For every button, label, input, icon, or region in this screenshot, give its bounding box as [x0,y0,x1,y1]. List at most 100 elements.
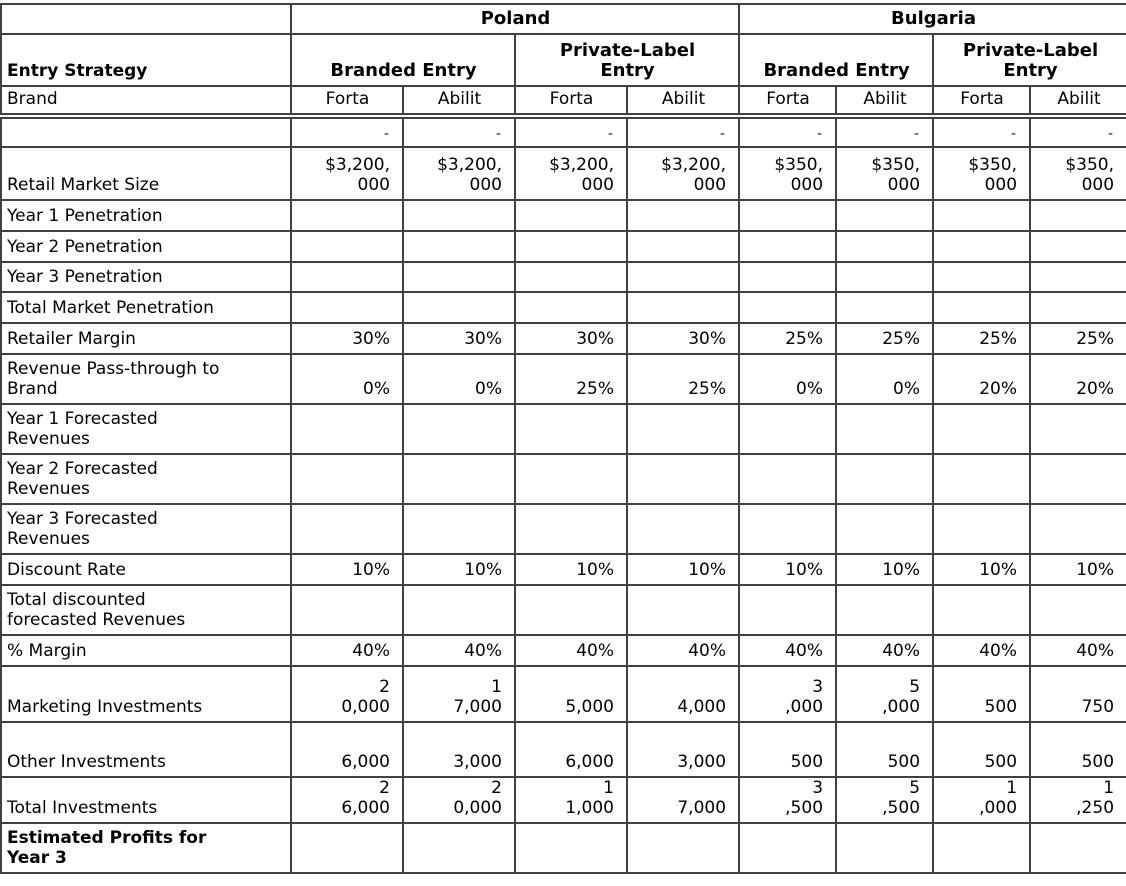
value-cell [625,291,741,324]
value-cell [1029,584,1126,636]
value-cell: 0% [290,353,404,405]
value-cell [1029,199,1126,232]
table-row: Retail Market Size $3,200, 000 $3,200, 000… [0,146,1126,201]
value-cell: 3,000 [625,721,741,778]
value-cell: 40% [290,634,404,667]
brand-name-cell: Forta [738,85,838,119]
value-cell [738,403,838,455]
value-cell [625,584,741,636]
value-cell: 20% [932,353,1032,405]
value-cell: 500 [738,721,838,778]
value-cell [290,261,404,293]
value-cell [835,584,935,636]
value-cell: 40% [1029,634,1126,667]
value-cell [932,403,1032,455]
value-cell: 40% [514,634,628,667]
value-cell: 1 ,250 [1029,776,1126,824]
value-cell: 25% [835,322,935,355]
brand-name-cell: Abilit [402,85,516,119]
brand-name-cell: Abilit [625,85,741,119]
value-cell: $3,200, 000 [290,146,404,201]
value-cell: 10% [514,553,628,586]
column-group-header-bulgaria-branded: Branded Entry [738,33,935,87]
value-cell [932,503,1032,555]
value-cell: 30% [625,322,741,355]
value-cell: $3,200, 000 [514,146,628,201]
value-cell [290,584,404,636]
value-cell [402,230,516,263]
value-cell: 25% [1029,322,1126,355]
value-cell [1029,822,1126,874]
entry-strategy-header-row: Entry Strategy Branded Entry Private-Lab… [0,33,1126,87]
value-cell [1029,230,1126,263]
value-cell [1029,403,1126,455]
placeholder-dash-cell: - [932,115,1032,148]
value-cell: 25% [625,353,741,405]
value-cell [738,291,838,324]
table-row: -------- [0,115,1126,148]
value-cell: 6,000 [290,721,404,778]
value-cell: 3 ,000 [738,665,838,723]
value-cell [402,453,516,505]
table-row: Year 3 Penetration [0,261,1126,293]
value-cell [738,453,838,505]
table-row: Other Investments 6,000 3,000 6,000 3,000 500… [0,721,1126,778]
placeholder-dash-cell: - [835,115,935,148]
value-cell: 40% [835,634,935,667]
row-label-cell: Retail Market Size [0,146,292,201]
value-cell: 4,000 [625,665,741,723]
value-cell: 0% [835,353,935,405]
value-cell: $3,200, 000 [625,146,741,201]
row-label-cell: Marketing Investments [0,665,292,723]
value-cell [514,230,628,263]
value-cell: 0% [402,353,516,405]
value-cell: 25% [738,322,838,355]
brand-name-cell: Abilit [835,85,935,119]
placeholder-dash-cell: - [514,115,628,148]
row-label-cell [0,115,292,148]
value-cell [290,291,404,324]
value-cell: 20% [1029,353,1126,405]
value-cell: 7,000 [625,776,741,824]
value-cell [290,453,404,505]
column-group-header-poland-private-label: Private-Label Entry [513,33,741,87]
value-cell [625,453,741,505]
value-cell [514,584,628,636]
value-cell: $3,200, 000 [402,146,516,201]
value-cell [1029,291,1126,324]
value-cell: 6,000 [514,721,628,778]
value-cell [625,199,741,232]
spreadsheet-table: Poland Bulgaria Entry Strategy Branded E… [0,3,1126,874]
brand-name-cell: Forta [932,85,1032,119]
placeholder-dash-cell: - [738,115,838,148]
column-group-header-bulgaria-private-label: Private-Label Entry [932,33,1126,87]
row-label-cell: Year 2 Forecasted Revenues [0,453,292,505]
value-cell: $350, 000 [738,146,838,201]
value-cell: $350, 000 [835,146,935,201]
value-cell [835,503,935,555]
value-cell [514,822,628,874]
row-label-cell: Total Market Penetration [0,291,292,324]
value-cell: 10% [1029,553,1126,586]
value-cell [932,261,1032,293]
table-row: Discount Rate 10% 10% 10% 10% 10% 10% 10% 10% [0,553,1126,586]
brand-name-cell: Forta [290,85,404,119]
row-label-cell: % Margin [0,634,292,667]
table-row: Year 2 Penetration [0,230,1126,263]
value-cell: 40% [625,634,741,667]
value-cell: 40% [402,634,516,667]
value-cell [402,584,516,636]
value-cell: 10% [835,553,935,586]
value-cell [402,199,516,232]
row-label-cell: Year 3 Penetration [0,261,292,293]
value-cell [1029,503,1126,555]
value-cell [402,822,516,874]
corner-empty-cell [0,3,292,35]
value-cell: 10% [932,553,1032,586]
value-cell: 10% [290,553,404,586]
value-cell: $350, 000 [1029,146,1126,201]
value-cell [1029,453,1126,505]
value-cell: 2 0,000 [402,776,516,824]
value-cell [625,261,741,293]
value-cell: 0% [738,353,838,405]
